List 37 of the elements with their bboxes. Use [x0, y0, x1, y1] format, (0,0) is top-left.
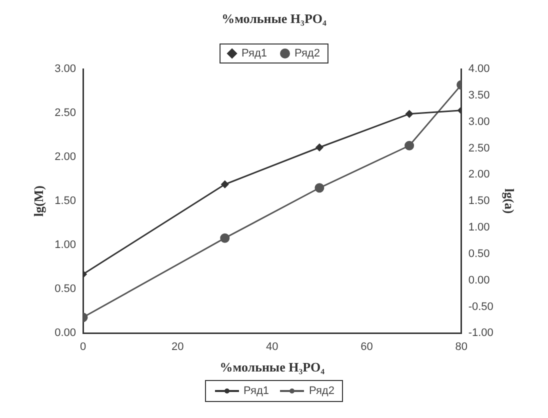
legend-label: Ряд2: [294, 48, 320, 60]
point: [221, 180, 229, 188]
x-axis-title: %мольные H₃PO₄: [220, 360, 325, 375]
y2-tick-label: 0.00: [468, 274, 490, 286]
y-tick-label: 2.00: [54, 151, 76, 164]
text: Ряд2: [309, 385, 334, 397]
y-tick-label: 3.00: [54, 63, 76, 76]
x-tick-label: 60: [360, 340, 373, 353]
chart-title: %мольные H₃PO₄: [220, 10, 328, 28]
y2-tick-label: 3.50: [468, 89, 490, 102]
x-tick-label: 0: [80, 340, 86, 353]
y2-tick-label: 1.50: [468, 195, 490, 208]
point: [220, 233, 230, 243]
y2-tick-label: 2.50: [468, 142, 490, 154]
x-tick-label: 40: [266, 340, 278, 353]
y2-tick-label: 4.00: [468, 63, 490, 76]
y2-tick-label: 0.50: [468, 248, 490, 260]
point: [314, 183, 324, 193]
point: [316, 144, 324, 152]
point: [406, 110, 414, 118]
point: [404, 140, 414, 150]
x-tick-label: 20: [171, 340, 184, 353]
y2-tick-label: -0.50: [468, 300, 494, 313]
y2-axis-title: lg(a): [502, 188, 517, 214]
y2-tick-label: 2.00: [468, 168, 490, 181]
y2-tick-label: 3.00: [468, 116, 490, 128]
y-tick-label: 0.00: [54, 327, 76, 340]
y2-tick-label: 1.00: [468, 222, 490, 234]
y-tick-label: 0.50: [54, 283, 76, 296]
y-tick-label: 1.00: [54, 239, 76, 252]
y-axis-title: lg(M): [31, 186, 46, 217]
legend-label: Ряд1: [242, 48, 268, 60]
y-tick-label: 2.50: [54, 107, 76, 120]
y2-tick-label: -1.00: [468, 327, 494, 340]
x-tick-label: 80: [455, 340, 468, 353]
y-tick-label: 1.50: [54, 195, 76, 208]
text: Ряд1: [244, 385, 269, 397]
